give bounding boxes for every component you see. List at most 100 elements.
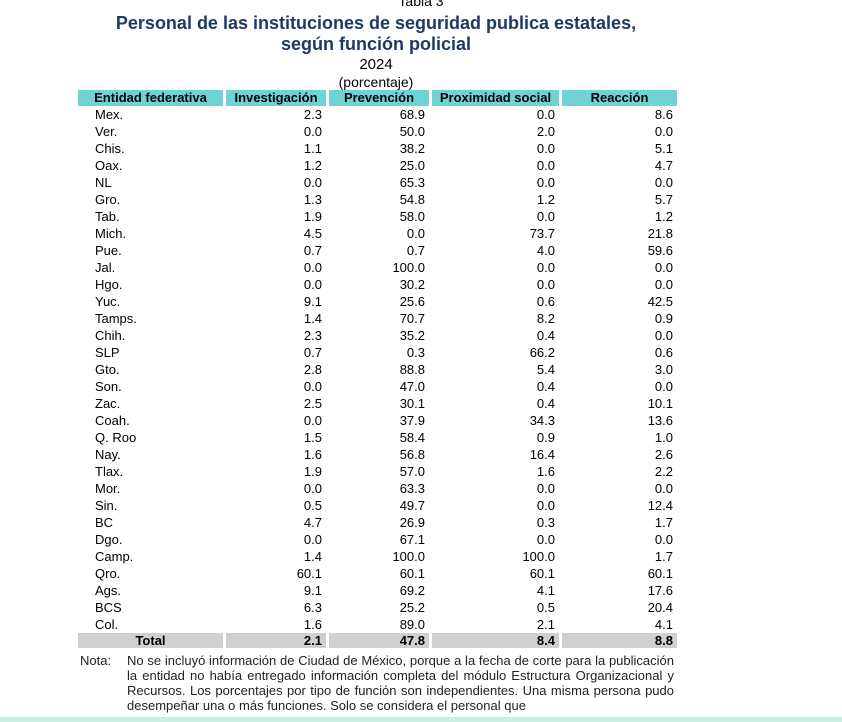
value-cell: 49.7 [329,497,432,514]
value-cell: 1.6 [432,463,562,480]
table-row: Ags. 9.1 69.2 4.1 17.6 [78,582,677,599]
entity-cell: BCS [78,599,226,616]
table-row: Jal. 0.0 100.0 0.0 0.0 [78,259,677,276]
value-cell: 8.6 [654,107,673,122]
value-cell: 0.5 [226,497,329,514]
value-cell: 1.4 [226,310,329,327]
value-cell: 0.0 [432,531,562,548]
table-row: Qro. 60.1 60.1 60.1 60.1 [78,565,677,582]
value-cell: 25.6 [329,293,432,310]
value-cell: 0.0 [432,157,562,174]
table-row: Mich. 4.5 0.0 73.7 21.8 [78,225,677,242]
entity-cell: Qro. [78,565,226,582]
entity-cell: Mich. [78,225,226,242]
value-cell: 25.0 [329,157,432,174]
entity-cell: Yuc. [78,293,226,310]
value-cell: 0.0 [654,260,673,275]
value-cell: 13.6 [647,413,673,428]
total-value: 8.4 [432,633,562,648]
value-cell: 58.4 [329,429,432,446]
value-cell: 56.8 [329,446,432,463]
value-cell: 34.3 [432,412,562,429]
value-cell: 0.7 [226,242,329,259]
value-cell: 12.4 [647,498,673,513]
entity-cell: Ver. [78,123,226,140]
value-cell: 0.9 [654,311,673,326]
value-cell: 1.7 [654,515,673,530]
entity-cell: SLP [78,344,226,361]
table-title: Personal de las instituciones de segurid… [0,13,752,55]
value-cell: 0.0 [654,379,673,394]
value-cell: 4.1 [432,582,562,599]
value-cell: 2.0 [432,123,562,140]
value-cell: 20.4 [647,600,673,615]
column-header: Entidad federativa [78,90,226,106]
entity-cell: NL [78,174,226,191]
value-cell: 0.0 [654,175,673,190]
table-row: Ver. 0.0 50.0 2.0 0.0 [78,123,677,140]
value-cell: 1.2 [226,157,329,174]
value-cell: 0.0 [226,412,329,429]
table-row: Son. 0.0 47.0 0.4 0.0 [78,378,677,395]
value-cell: 1.7 [654,549,673,564]
value-cell: 26.9 [329,514,432,531]
value-cell: 4.7 [654,158,673,173]
value-cell: 0.7 [226,344,329,361]
entity-cell: Camp. [78,548,226,565]
table-total-row: Total 2.1 47.8 8.4 8.8 [78,633,677,648]
value-cell: 2.2 [654,464,673,479]
value-cell: 69.2 [329,582,432,599]
value-cell: 60.1 [647,566,673,581]
entity-cell: Chis. [78,140,226,157]
value-cell: 2.6 [654,447,673,462]
total-label: Total [78,633,226,648]
value-cell: 0.0 [226,378,329,395]
title-line-2: según función policial [280,34,471,54]
value-cell: 2.8 [226,361,329,378]
page-bottom-band [0,717,842,722]
value-cell: 60.1 [226,565,329,582]
table-row: Q. Roo 1.5 58.4 0.9 1.0 [78,429,677,446]
value-cell: 0.0 [226,531,329,548]
value-cell: 0.6 [654,345,673,360]
entity-cell: Gto. [78,361,226,378]
table-body: Mex. 2.3 68.9 0.0 8.6 Ver. 0.0 50.0 2.0 0.0 Chis. 1… [78,106,677,633]
table-row: Hgo. 0.0 30.2 0.0 0.0 [78,276,677,293]
entity-cell: Mor. [78,480,226,497]
column-header: Reacción [562,90,677,106]
table-row: Pue. 0.7 0.7 4.0 59.6 [78,242,677,259]
value-cell: 0.0 [432,497,562,514]
value-cell: 30.2 [329,276,432,293]
value-cell: 9.1 [226,293,329,310]
entity-cell: BC [78,514,226,531]
value-cell: 1.6 [226,616,329,633]
value-cell: 67.1 [329,531,432,548]
table-row: SLP 0.7 0.3 66.2 0.6 [78,344,677,361]
value-cell: 0.0 [432,276,562,293]
value-cell: 100.0 [329,259,432,276]
value-cell: 1.6 [226,446,329,463]
value-cell: 0.6 [432,293,562,310]
value-cell: 70.7 [329,310,432,327]
column-header: Investigación [226,90,329,106]
total-value: 8.8 [562,633,677,648]
table-row: Tamps. 1.4 70.7 8.2 0.9 [78,310,677,327]
value-cell: 60.1 [432,565,562,582]
column-header: Proximidad social [432,90,562,106]
value-cell: 5.4 [432,361,562,378]
table-note: Nota: No se incluyó información de Ciuda… [80,653,674,713]
column-header: Prevención [329,90,432,106]
note-text: No se incluyó información de Ciudad de M… [127,653,674,713]
table-row: Mor. 0.0 63.3 0.0 0.0 [78,480,677,497]
value-cell: 17.6 [647,583,673,598]
value-cell: 0.0 [226,276,329,293]
value-cell: 8.2 [432,310,562,327]
value-cell: 35.2 [329,327,432,344]
total-value: 2.1 [226,633,329,648]
value-cell: 1.5 [226,429,329,446]
table-row: Gto. 2.8 88.8 5.4 3.0 [78,361,677,378]
table-row: Chis. 1.1 38.2 0.0 5.1 [78,140,677,157]
value-cell: 2.1 [432,616,562,633]
table-row: Oax. 1.2 25.0 0.0 4.7 [78,157,677,174]
table-unit: (porcentaje) [338,74,414,90]
